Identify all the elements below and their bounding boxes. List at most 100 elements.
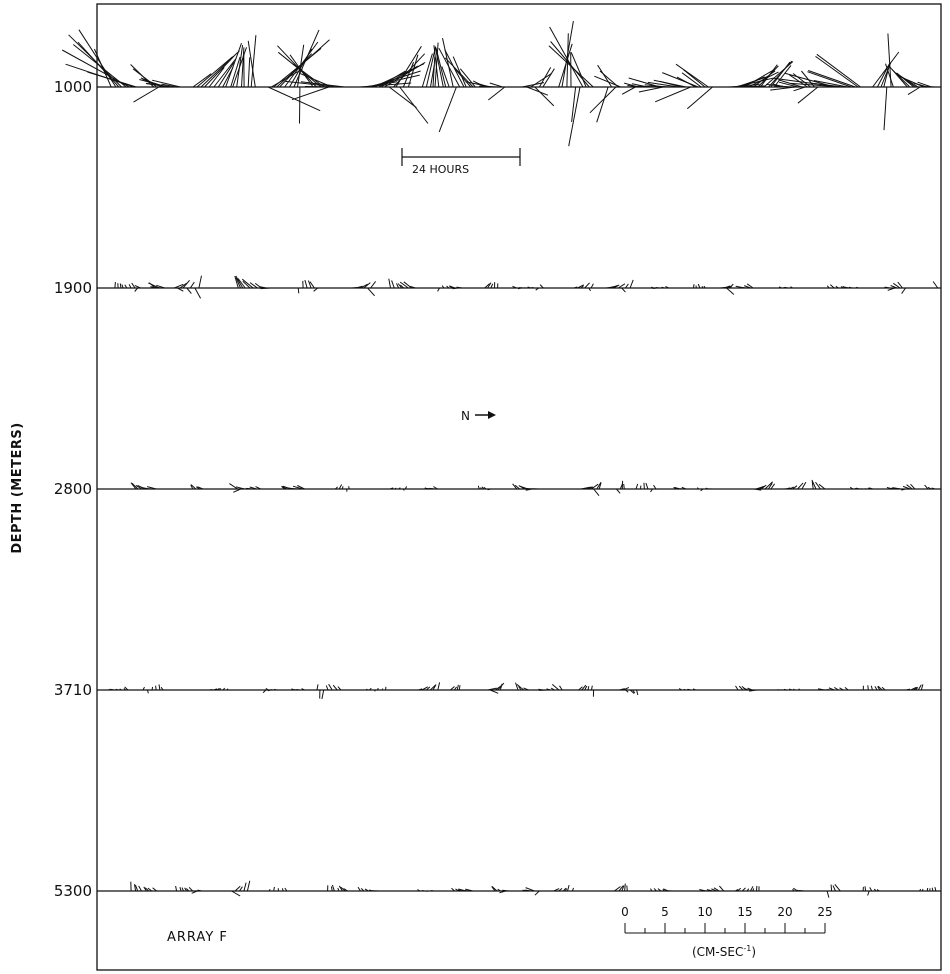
time-scale-label: 24 HOURS — [412, 163, 469, 176]
current-vector-stick — [835, 285, 839, 289]
current-vector-stick — [515, 682, 519, 691]
current-vector-stick — [442, 37, 454, 88]
current-vector-stick — [773, 65, 792, 88]
current-vector-stick — [591, 685, 593, 691]
current-vector-stick — [144, 887, 150, 892]
current-vector-stick — [562, 887, 567, 892]
current-vector-stick — [380, 65, 419, 88]
current-vector-stick — [888, 65, 908, 88]
current-vector-stick — [840, 286, 844, 289]
current-vector-stick — [521, 82, 545, 88]
current-vector-stick — [848, 286, 853, 289]
current-vector-stick — [296, 689, 300, 691]
current-vector-stick — [197, 486, 204, 490]
current-vector-stick — [799, 890, 805, 892]
current-vector-stick — [752, 888, 755, 892]
current-vector-stick — [635, 483, 639, 490]
current-vector-stick — [376, 687, 379, 691]
current-vector-stick — [834, 883, 841, 892]
current-vector-stick — [429, 487, 436, 490]
current-vector-stick — [213, 688, 218, 691]
current-vector-stick — [245, 487, 254, 490]
current-vector-stick — [527, 286, 531, 289]
current-vector-stick — [924, 484, 929, 490]
current-vector-stick — [155, 685, 157, 691]
current-vector-stick — [465, 888, 473, 892]
depth-label-1000: 1000 — [54, 78, 92, 96]
depth-label-1900: 1900 — [54, 279, 92, 297]
current-vector-stick — [457, 889, 463, 892]
current-vector-stick — [808, 82, 844, 88]
current-vector-stick — [226, 688, 229, 691]
current-vector-stick — [891, 487, 898, 490]
current-vector-stick — [584, 685, 588, 691]
current-vector-stick — [705, 487, 709, 490]
current-vector-stick — [789, 486, 795, 490]
current-vector-stick — [191, 890, 198, 894]
current-vector-stick — [179, 887, 182, 892]
current-vector-stick — [747, 687, 753, 691]
current-vector-stick — [304, 279, 308, 289]
current-vector-stick — [653, 888, 657, 892]
current-vector-stick — [273, 886, 275, 892]
current-vector-stick — [832, 885, 836, 892]
current-vector-stick — [588, 287, 591, 292]
current-vector-stick — [502, 889, 510, 892]
current-vector-stick — [407, 54, 419, 88]
current-vector-stick — [616, 488, 621, 494]
current-vector-stick — [418, 688, 423, 691]
current-vector-stick — [818, 483, 826, 490]
current-vector-stick — [121, 284, 124, 289]
current-vector-stick — [128, 284, 132, 289]
current-vector-stick — [897, 281, 903, 289]
current-vector-stick — [330, 886, 333, 892]
current-vector-stick — [189, 281, 195, 289]
current-vector-stick — [325, 685, 329, 691]
current-vector-stick — [614, 886, 621, 892]
current-vector-stick — [438, 47, 461, 88]
current-vector-stick — [797, 482, 804, 490]
current-vector-stick — [872, 51, 900, 88]
current-vector-stick — [683, 688, 686, 691]
current-vector-stick — [480, 487, 482, 490]
current-vector-stick — [890, 285, 898, 289]
current-vector-stick — [597, 64, 613, 88]
current-vector-stick — [571, 86, 577, 122]
current-vector-stick — [481, 486, 485, 490]
current-vector-stick — [396, 283, 400, 289]
current-vector-stick — [813, 80, 848, 88]
current-vector-stick — [222, 687, 226, 691]
current-vector-stick — [134, 884, 139, 892]
north-arrow-head — [488, 411, 496, 419]
current-vector-stick — [274, 688, 277, 691]
depth-row-1900: 1900 — [54, 275, 941, 299]
current-vector-stick — [151, 79, 181, 88]
current-vector-stick — [134, 284, 141, 289]
current-vector-stick — [332, 684, 338, 691]
current-vector-stick — [441, 285, 445, 289]
current-vector-stick — [906, 484, 913, 490]
current-vector-stick — [459, 68, 476, 88]
current-vector-stick — [455, 888, 460, 892]
current-vector-stick — [650, 488, 653, 493]
current-vector-stick — [910, 686, 917, 691]
current-vector-stick — [487, 687, 497, 691]
current-vector-stick — [581, 684, 587, 691]
current-vector-stick — [931, 887, 934, 892]
current-vector-stick — [624, 883, 626, 892]
current-vector-stick — [391, 280, 395, 289]
current-vector-stick — [338, 484, 343, 490]
current-vector-stick — [456, 286, 463, 289]
current-vector-stick — [588, 486, 594, 490]
current-vector-stick — [369, 889, 372, 892]
current-vector-stick — [449, 285, 455, 289]
depth-row-2800: 2800 — [54, 479, 941, 498]
current-vector-stick — [433, 45, 440, 88]
current-vector-stick — [807, 71, 852, 88]
current-vector-stick — [726, 287, 735, 295]
current-vector-stick — [399, 86, 429, 124]
current-vector-stick — [321, 689, 325, 700]
current-vector-stick — [697, 487, 699, 490]
current-vector-stick — [674, 487, 681, 490]
current-vector-stick — [743, 69, 774, 88]
